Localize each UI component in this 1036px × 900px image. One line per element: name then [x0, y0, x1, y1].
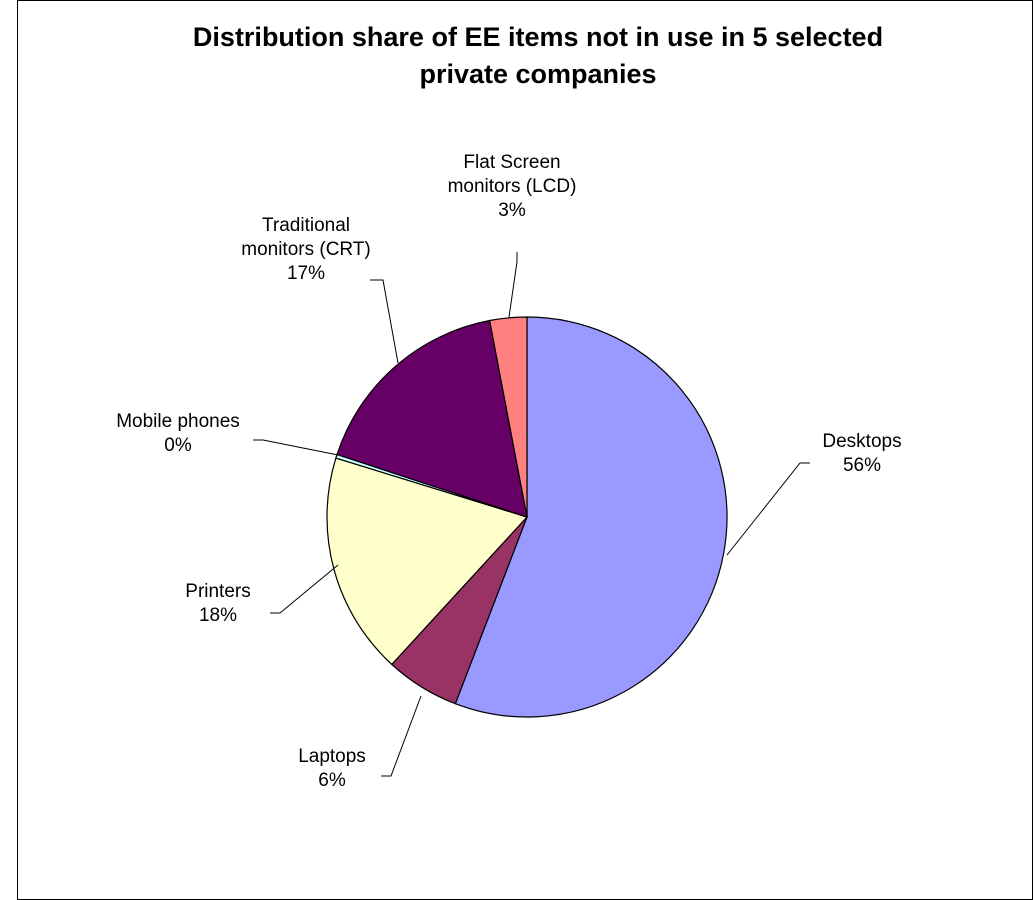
chart-title: Distribution share of EE items not in us… — [192, 22, 884, 89]
slice-label-line: monitors (LCD) — [448, 176, 577, 197]
slice-label-line: Laptops — [298, 746, 366, 767]
slice-label-laptops: Laptops 6% — [298, 746, 366, 791]
slice-label-line: 0% — [164, 435, 192, 456]
slice-label-line: 17% — [287, 263, 325, 284]
slice-label-printers: Printers 18% — [185, 581, 250, 626]
slice-label-mobile-phones: Mobile phones 0% — [116, 411, 240, 456]
slice-label-flat-screen-monitors-lcd: Flat Screen monitors (LCD) 3% — [448, 152, 577, 221]
slice-label-line: 6% — [318, 770, 346, 791]
slice-label-line: 56% — [843, 455, 881, 476]
slice-label-line: 18% — [199, 605, 237, 626]
slice-label-traditional-monitors-crt: Traditional monitors (CRT) 17% — [241, 215, 371, 284]
slice-label-line: Traditional — [262, 215, 350, 236]
leader-line-desktops — [726, 462, 810, 556]
slice-label-line: Flat Screen — [463, 152, 560, 173]
leader-line-laptops — [381, 695, 422, 777]
leader-line-printers — [270, 564, 339, 614]
slice-label-line: 3% — [498, 200, 526, 221]
slice-label-line: Mobile phones — [116, 411, 240, 432]
leader-line-traditional-monitors-crt — [370, 279, 399, 364]
leader-line-mobile-phones — [253, 439, 339, 456]
slice-label-line: monitors (CRT) — [241, 239, 371, 260]
pie-slice-printers — [326, 457, 529, 666]
slice-label-line: Printers — [185, 581, 250, 602]
pie-slice-desktops — [454, 316, 728, 718]
slice-label-desktops: Desktops 56% — [822, 431, 901, 476]
pie-slice-traditional-monitors-crt — [336, 319, 528, 518]
leader-line-flat-screen-monitors-lcd — [508, 252, 518, 318]
slice-label-line: Desktops — [822, 431, 901, 452]
pie-slice-flat-screen-monitors-lcd — [488, 316, 528, 518]
